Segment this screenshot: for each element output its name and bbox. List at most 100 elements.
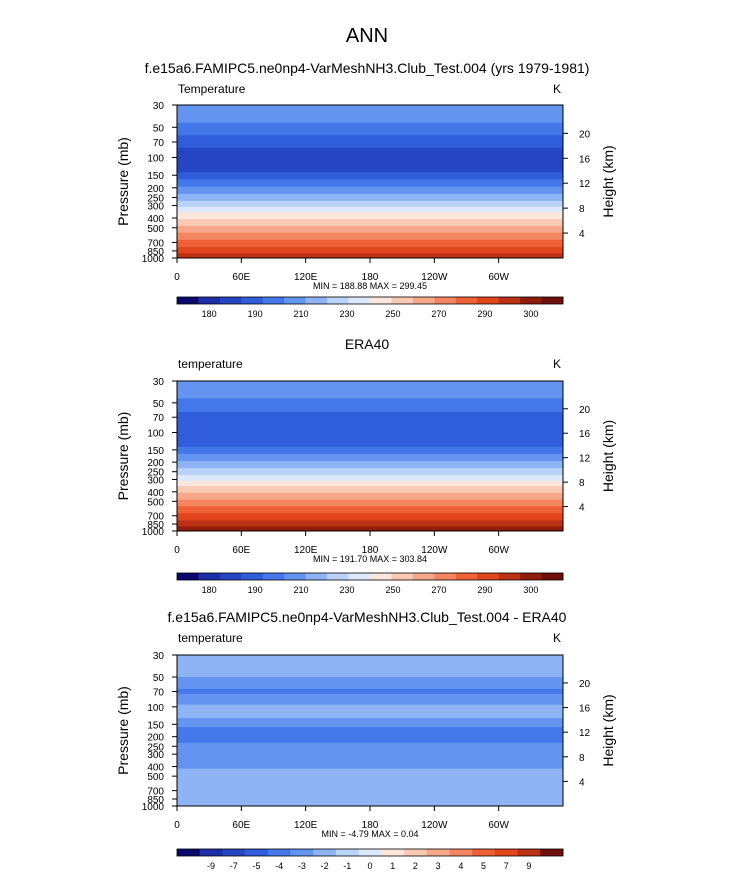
x-tick-label: 0	[174, 820, 180, 831]
colorbar-swatch	[327, 573, 349, 580]
y-tick-label: 850	[147, 795, 164, 806]
contour-band	[177, 453, 563, 462]
colorbar-swatch	[381, 849, 405, 856]
y-tick-label: 500	[147, 497, 164, 508]
contour-band	[177, 718, 563, 728]
y-tick-label: 150	[147, 446, 164, 457]
y2-tick-label: 16	[579, 154, 591, 165]
y2-tick-label: 20	[579, 405, 591, 416]
contour-band	[177, 693, 563, 706]
y-tick-label: 200	[147, 184, 164, 195]
units-label: K	[553, 357, 561, 371]
colorbar-swatch	[262, 573, 285, 580]
colorbar-label: 190	[248, 585, 263, 595]
variable-label: temperature	[178, 357, 243, 371]
colorbar-label: 250	[385, 585, 400, 595]
contour-band	[177, 193, 563, 202]
colorbar-swatch	[477, 573, 499, 580]
colorbar-swatch	[267, 849, 291, 856]
colorbar-swatch	[540, 849, 564, 856]
x-tick-label: 120E	[294, 545, 318, 556]
contour-band	[177, 486, 563, 494]
y-axis-label: Pressure (mb)	[115, 412, 131, 501]
y-axis-label: Pressure (mb)	[115, 137, 131, 226]
contour-band	[177, 742, 563, 770]
x-tick-label: 120W	[421, 545, 448, 556]
contour-band	[177, 398, 563, 413]
x-tick-label: 60W	[488, 272, 509, 283]
colorbar-label: -1	[343, 861, 351, 871]
y-tick-label: 300	[147, 475, 164, 486]
colorbar-label: 1	[390, 861, 395, 871]
colorbar-swatch	[517, 849, 541, 856]
y-tick-label: 30	[153, 651, 165, 662]
y-tick-label: 400	[147, 214, 164, 225]
stats-text: MIN = 188.88 MAX = 299.45	[313, 281, 427, 291]
contour-band	[177, 225, 563, 234]
contour-band	[177, 172, 563, 180]
y-tick-label: 250	[147, 468, 164, 479]
colorbar-swatch	[219, 573, 242, 580]
colorbar-swatch	[305, 297, 328, 304]
y-tick-label: 70	[153, 413, 165, 424]
stats-text: MIN = 191.70 MAX = 303.84	[313, 554, 427, 564]
contour-band	[177, 468, 563, 476]
variable-label: Temperature	[178, 82, 246, 96]
y-tick-label: 700	[147, 787, 164, 798]
x-tick-label: 120W	[421, 820, 448, 831]
colorbar-label: 290	[477, 585, 492, 595]
colorbar-label: -5	[252, 861, 260, 871]
colorbar-swatch	[222, 849, 246, 856]
y-tick-label: 200	[147, 458, 164, 469]
colorbar-swatch	[177, 297, 199, 304]
colorbar-swatch	[198, 573, 221, 580]
y-axis-label: Pressure (mb)	[115, 686, 131, 775]
colorbar-swatch	[219, 297, 242, 304]
y2-tick-label: 8	[579, 204, 585, 215]
variable-label: temperature	[178, 631, 243, 645]
colorbar-swatch	[520, 297, 542, 304]
colorbar-label: 180	[202, 309, 217, 319]
y-tick-label: 100	[147, 703, 164, 714]
colorbar-swatch	[498, 573, 521, 580]
colorbar-swatch	[177, 849, 201, 856]
y2-axis-label: Height (km)	[600, 145, 616, 217]
colorbar-label: 4	[458, 861, 463, 871]
colorbar-swatch	[335, 849, 359, 856]
x-tick-label: 60E	[232, 545, 250, 556]
colorbar-swatch	[358, 849, 382, 856]
y2-tick-label: 4	[579, 777, 585, 788]
contour-band	[177, 179, 563, 188]
colorbar-label: 230	[340, 585, 355, 595]
y-tick-label: 200	[147, 733, 164, 744]
colorbar-swatch	[498, 297, 521, 304]
contour-band	[177, 200, 563, 208]
units-label: K	[553, 82, 561, 96]
colorbar-label: 2	[413, 861, 418, 871]
y-tick-label: 400	[147, 488, 164, 499]
colorbar-swatch	[284, 297, 306, 304]
y-tick-label: 150	[147, 171, 164, 182]
y-tick-label: 30	[153, 377, 165, 388]
colorbar-label: 180	[202, 585, 217, 595]
x-tick-label: 60W	[488, 820, 509, 831]
colorbar-swatch	[199, 849, 223, 856]
contour-band	[177, 655, 563, 678]
y-tick-label: 700	[147, 238, 164, 249]
colorbar-swatch	[241, 573, 264, 580]
y-tick-label: 400	[147, 763, 164, 774]
x-tick-label: 60E	[232, 272, 250, 283]
colorbar-label: 300	[523, 585, 538, 595]
y2-tick-label: 4	[579, 503, 585, 514]
y-tick-label: 500	[147, 224, 164, 235]
y2-tick-label: 12	[579, 728, 591, 739]
panel-title: ERA40	[345, 336, 390, 352]
panel-1: f.e15a6.FAMIPC5.ne0np4-VarMeshNH3.Club_T…	[115, 60, 616, 319]
y2-tick-label: 20	[579, 129, 591, 140]
y-tick-label: 300	[147, 201, 164, 212]
contour-band	[177, 768, 563, 807]
colorbar-frame	[176, 848, 564, 857]
panel-title: f.e15a6.FAMIPC5.ne0np4-VarMeshNH3.Club_T…	[145, 60, 590, 76]
contour-band	[177, 499, 563, 507]
y-tick-label: 1000	[142, 802, 165, 813]
